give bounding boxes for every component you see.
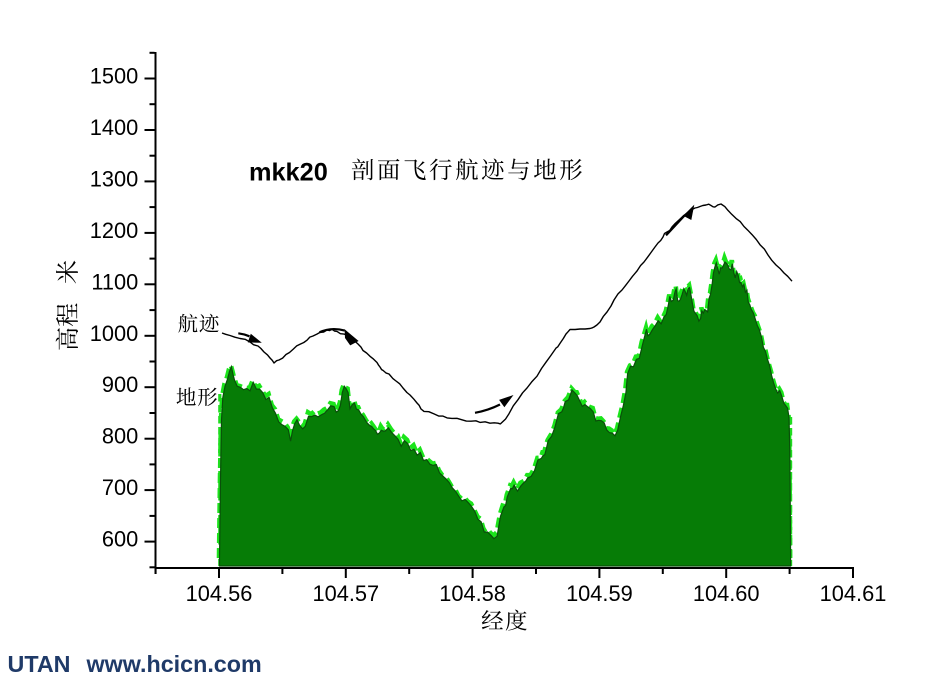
svg-text:104.59: 104.59: [566, 581, 633, 606]
svg-text:900: 900: [102, 372, 138, 397]
svg-text:104.60: 104.60: [693, 581, 760, 606]
svg-text:800: 800: [102, 424, 138, 449]
svg-text:1400: 1400: [90, 115, 139, 140]
svg-text:1000: 1000: [90, 321, 139, 346]
svg-text:104.57: 104.57: [312, 581, 379, 606]
svg-text:UTAN: UTAN: [8, 651, 71, 677]
svg-text:1200: 1200: [90, 218, 139, 243]
svg-text:www.hcicn.com: www.hcicn.com: [86, 651, 262, 677]
svg-text:104.61: 104.61: [820, 581, 887, 606]
svg-text:104.58: 104.58: [439, 581, 506, 606]
svg-text:600: 600: [102, 527, 138, 552]
svg-text:1300: 1300: [90, 166, 139, 191]
svg-text:1100: 1100: [91, 269, 138, 294]
svg-text:700: 700: [102, 475, 138, 500]
svg-text:mkk20: mkk20: [249, 158, 328, 186]
svg-text:1500: 1500: [90, 64, 139, 89]
svg-text:104.56: 104.56: [186, 581, 253, 606]
